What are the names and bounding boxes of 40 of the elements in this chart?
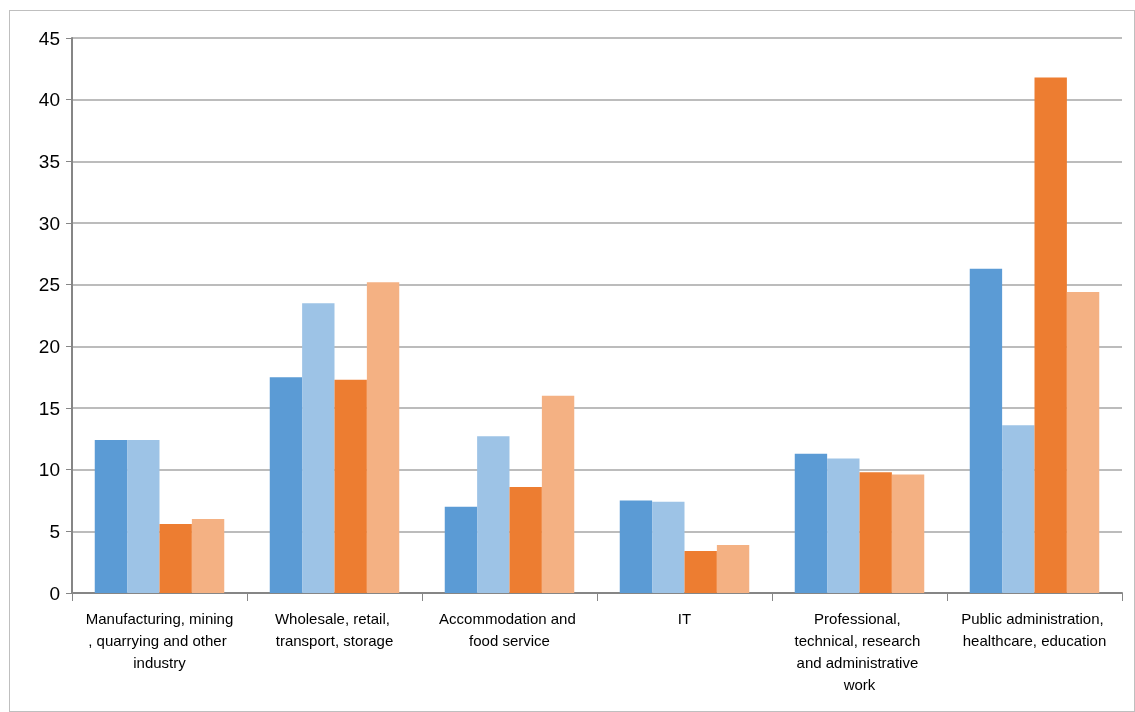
bar — [444, 506, 478, 593]
y-tick-label: 10 — [38, 459, 60, 481]
y-tick-label: 30 — [38, 212, 60, 234]
bar — [716, 544, 750, 593]
y-tick-label: 15 — [38, 397, 60, 419]
y-tick-label: 45 — [38, 27, 60, 49]
bar — [366, 282, 400, 593]
x-tick-label: IT — [677, 609, 692, 627]
y-tick-label: 40 — [38, 89, 60, 111]
y-tick-label: 35 — [38, 150, 60, 172]
bar — [891, 474, 925, 593]
bar — [191, 519, 225, 593]
y-tick-label: 5 — [49, 520, 60, 542]
bar — [794, 453, 828, 593]
x-tick-label: Manufacturing, mining, quarrying and other industry — [85, 609, 234, 671]
bar — [302, 303, 335, 593]
bar — [477, 436, 510, 593]
bar — [652, 501, 685, 593]
bar — [509, 486, 542, 593]
x-tick-label: Wholesale, retail, transport, storage — [274, 609, 395, 649]
bar — [1066, 292, 1100, 593]
bar — [541, 395, 575, 593]
bar — [619, 500, 653, 593]
y-tick-label: 20 — [38, 335, 60, 357]
x-tick-label: Professional, technical, research and administrative work — [794, 609, 925, 693]
bar — [94, 440, 128, 593]
x-tick-label: Accommodation and food service — [439, 609, 580, 649]
bar — [969, 268, 1003, 593]
bar — [159, 523, 192, 593]
x-tick-label: Public administration, healthcare, education — [961, 609, 1108, 649]
bar — [1034, 77, 1067, 593]
bar — [859, 472, 892, 593]
bar — [127, 440, 160, 593]
bar — [1002, 425, 1035, 593]
y-tick-label: 25 — [38, 274, 60, 296]
y-tick-label: 0 — [49, 582, 60, 604]
bar — [827, 458, 860, 593]
bar — [269, 377, 303, 593]
bar — [334, 379, 367, 593]
bar — [684, 551, 717, 593]
